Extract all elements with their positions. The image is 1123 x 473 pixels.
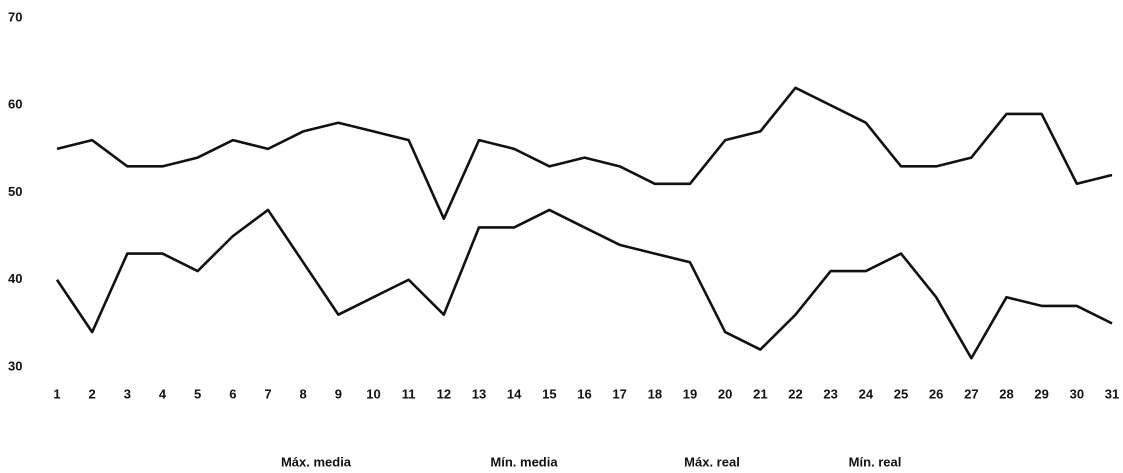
x-tick-label: 30 (1070, 386, 1084, 401)
x-tick-label: 31 (1105, 386, 1119, 401)
legend-label: Mín. media (490, 454, 558, 469)
x-tick-label: 18 (648, 386, 662, 401)
x-tick-label: 29 (1034, 386, 1048, 401)
x-tick-label: 16 (577, 386, 591, 401)
y-tick-label: 60 (8, 97, 22, 112)
x-tick-label: 6 (229, 386, 236, 401)
line (56, 86, 1113, 220)
x-tick-label: 3 (124, 386, 131, 401)
x-tick-label: 13 (472, 386, 486, 401)
x-tick-label: 24 (859, 386, 874, 401)
y-tick-label: 70 (8, 9, 22, 24)
x-tick-label: 25 (894, 386, 908, 401)
y-tick-label: 30 (8, 358, 22, 373)
x-tick-label: 1 (53, 386, 60, 401)
legend-label: Mín. real (849, 454, 902, 469)
y-tick-label: 50 (8, 184, 22, 199)
x-tick-label: 2 (89, 386, 96, 401)
x-tick-label: 26 (929, 386, 943, 401)
x-tick-label: 12 (437, 386, 451, 401)
x-tick-label: 4 (159, 386, 167, 401)
x-tick-label: 5 (194, 386, 201, 401)
x-tick-label: 21 (753, 386, 767, 401)
x-tick-label: 10 (366, 386, 380, 401)
x-tick-label: 19 (683, 386, 697, 401)
x-tick-label: 15 (542, 386, 556, 401)
x-tick-label: 14 (507, 386, 522, 401)
x-tick-label: 8 (300, 386, 307, 401)
x-tick-label: 17 (612, 386, 626, 401)
legend-label: Máx. media (281, 454, 352, 469)
x-tick-label: 28 (999, 386, 1013, 401)
x-tick-label: 7 (264, 386, 271, 401)
x-tick-label: 23 (823, 386, 837, 401)
y-tick-label: 40 (8, 271, 22, 286)
x-tick-label: 11 (402, 386, 416, 401)
line (55, 208, 1113, 360)
x-tick-label: 27 (964, 386, 978, 401)
legend-label: Máx. real (684, 454, 740, 469)
x-tick-label: 9 (335, 386, 342, 401)
x-tick-label: 20 (718, 386, 732, 401)
x-tick-label: 22 (788, 386, 802, 401)
